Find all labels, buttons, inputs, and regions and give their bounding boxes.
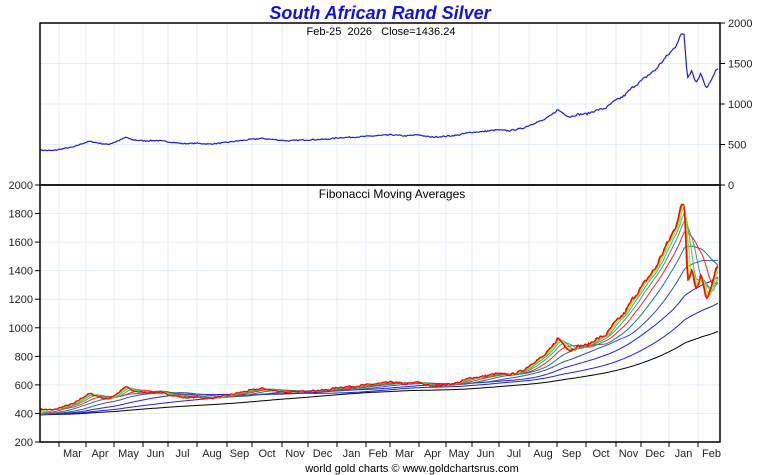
x-tick-label: Jul — [175, 448, 189, 460]
y-tick-label: 200 — [15, 437, 33, 449]
x-tick-label: Nov — [285, 448, 305, 460]
x-tick-label: Dec — [313, 448, 333, 460]
y-tick-label: 1000 — [728, 99, 752, 111]
top-panel-grid — [40, 23, 720, 185]
ma-line-233 — [39, 330, 719, 416]
x-tick-label: Sep — [562, 448, 582, 460]
x-tick-label: May — [449, 448, 470, 460]
y-tick-label: 2000 — [728, 18, 752, 30]
bottom-panel-grid — [40, 185, 720, 442]
x-tick-label: Feb — [369, 448, 388, 460]
x-tick-label: Nov — [619, 448, 639, 460]
y-tick-label: 1500 — [728, 59, 752, 71]
bottom-panel-frame — [39, 184, 721, 443]
x-tick-label: Jul — [507, 448, 521, 460]
x-tick-label: Dec — [645, 448, 665, 460]
x-tick-label: Jun — [147, 448, 165, 460]
x-tick-label: Jan — [343, 448, 361, 460]
x-tick-label: Aug — [202, 448, 222, 460]
ma-line-55 — [39, 259, 719, 416]
x-tick-label: Jan — [675, 448, 693, 460]
ma-line-144 — [40, 302, 719, 416]
x-tick-label: Oct — [592, 448, 609, 460]
x-tick-label: Mar — [63, 448, 82, 460]
y-tick-label: 600 — [15, 380, 33, 392]
x-tick-label: Mar — [395, 448, 414, 460]
footer-credit: world gold charts © www.goldchartsrus.co… — [304, 463, 519, 475]
chart-subtitle: Feb-25 2026 Close=1436.24 — [307, 26, 456, 38]
panel-title: Fibonacci Moving Averages — [319, 187, 466, 201]
y-tick-label: 1000 — [9, 323, 33, 335]
top-y-axis: 0 500 1000 1500 2000 — [720, 18, 752, 192]
x-tick-label: Apr — [424, 448, 441, 460]
chart-title: South African Rand Silver — [269, 3, 491, 23]
x-tick-label: Jun — [477, 448, 495, 460]
y-tick-label: 500 — [728, 140, 746, 152]
y-tick-label: 1800 — [9, 209, 33, 221]
x-tick-label: Oct — [258, 448, 275, 460]
price-line-bottom — [39, 203, 719, 411]
x-tick-label: May — [118, 448, 139, 460]
bottom-y-axis: 200 400 600 800 1000 1200 1400 1600 1800 2000 — [9, 180, 40, 449]
ma-line-89 — [40, 276, 719, 416]
y-tick-label: 2000 — [9, 180, 33, 192]
x-tick-label: Aug — [533, 448, 553, 460]
x-tick-label: Sep — [230, 448, 250, 460]
y-tick-label: 800 — [15, 351, 33, 363]
y-tick-label: 400 — [15, 408, 33, 420]
y-tick-label: 1600 — [9, 237, 33, 249]
price-line — [39, 33, 719, 152]
y-tick-label: 1400 — [9, 266, 33, 278]
y-tick-label: 0 — [728, 180, 734, 192]
y-tick-label: 1200 — [9, 294, 33, 306]
x-tick-label: Apr — [91, 448, 108, 460]
x-tick-label: Feb — [702, 448, 721, 460]
moving-average-lines — [39, 203, 719, 416]
x-axis: Mar Apr May Jun Jul Aug Sep Oct Nov Dec Jan Feb Mar A… — [58, 442, 721, 460]
